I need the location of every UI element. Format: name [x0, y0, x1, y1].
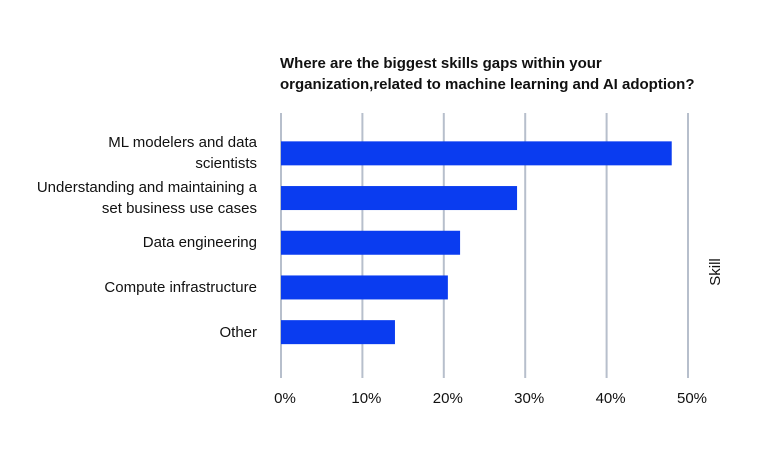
x-tick-label: 20%	[433, 390, 463, 407]
x-tick-label: 30%	[514, 390, 544, 407]
axis-label: Skill	[707, 258, 724, 286]
y-tick-label: Compute infrastructure	[27, 265, 257, 309]
category-text: Understanding and maintaining a set busi…	[36, 179, 257, 218]
bar	[281, 320, 395, 345]
bar	[281, 141, 672, 166]
x-tick-label: 0%	[274, 390, 296, 407]
bar	[281, 186, 518, 211]
x-tick-label: 40%	[596, 390, 626, 407]
y-tick-label: Understanding and maintaining a set busi…	[27, 176, 257, 220]
bar	[281, 230, 461, 255]
category-text: Other	[219, 323, 257, 341]
x-tick-label: 10%	[351, 390, 381, 407]
category-text: Compute infrastructure	[104, 278, 257, 296]
y-tick-label: Data engineering	[27, 221, 257, 265]
y-tick-label: ML modelers and data scientists	[27, 131, 257, 175]
bar	[281, 275, 448, 300]
y-tick-label: Other	[27, 310, 257, 354]
category-text: ML modelers and data scientists	[108, 134, 257, 173]
category-text: Data engineering	[142, 234, 257, 252]
chart-title: Where are the biggest skills gaps within…	[280, 55, 695, 93]
x-tick-label: 50%	[677, 390, 707, 407]
